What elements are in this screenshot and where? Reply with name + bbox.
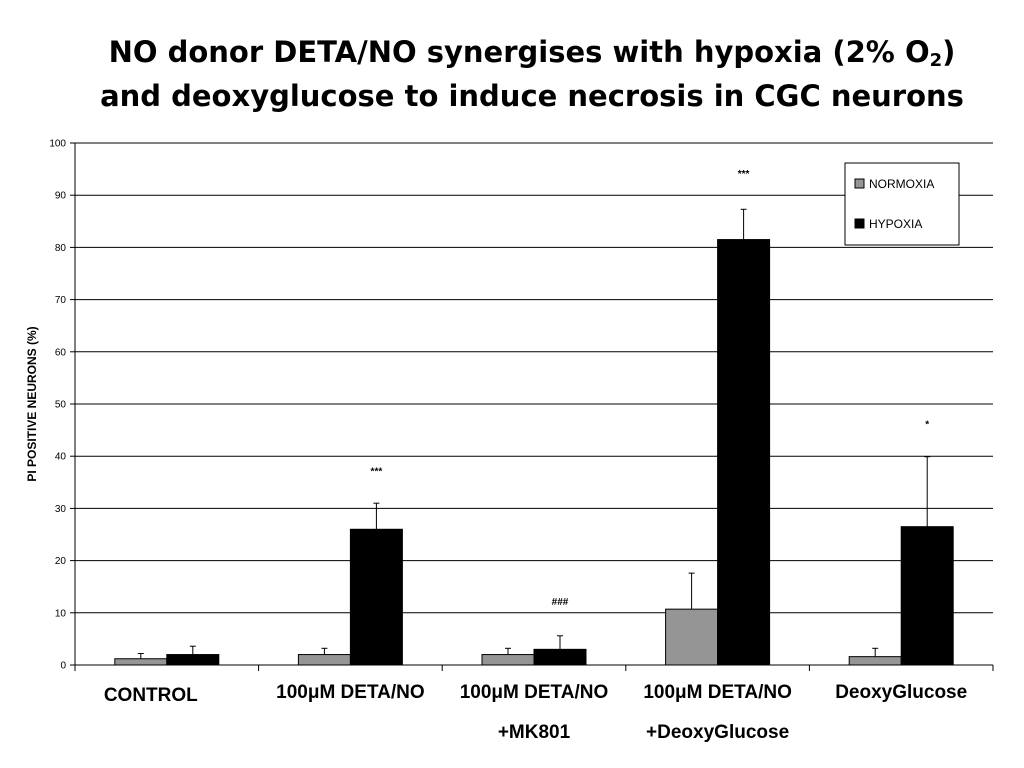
y-tick-label: 0	[60, 661, 66, 672]
bar-hypoxia	[349, 528, 403, 666]
bar-hypoxia	[533, 648, 587, 666]
error-bars	[137, 208, 931, 659]
bar-normoxia	[114, 658, 168, 666]
y-axis: 0 10 20 30 40 50 60 70 80 90 100	[49, 139, 76, 672]
significance-marks: ***###****	[371, 169, 930, 608]
grid-lines	[75, 142, 993, 614]
legend-label-hypoxia: HYPOXIA	[869, 217, 922, 231]
significance-mark: ***	[371, 466, 383, 477]
category-label: DeoxyGlucose	[835, 682, 967, 703]
y-tick-label: 60	[55, 347, 67, 358]
significance-mark: ***	[738, 169, 750, 180]
category-label: CONTROL	[104, 685, 198, 706]
category-label: +DeoxyGlucose	[646, 722, 789, 743]
legend-swatch-hypoxia	[854, 218, 865, 229]
category-label: 100μM DETA/NO	[643, 682, 792, 703]
legend: NORMOXIA HYPOXIA	[844, 162, 960, 246]
chart-title: NO donor DETA/NO synergises with hypoxia…	[60, 30, 1004, 118]
significance-mark: ###	[552, 597, 569, 608]
y-tick-label: 70	[55, 295, 67, 306]
y-tick-label: 20	[55, 556, 67, 567]
bar-hypoxia	[166, 654, 220, 666]
y-tick-label: 40	[55, 452, 67, 463]
x-axis	[74, 664, 994, 671]
legend-label-normoxia: NORMOXIA	[869, 177, 934, 191]
bar-normoxia	[481, 654, 535, 666]
y-tick-label: 80	[55, 243, 67, 254]
category-label: 100μM DETA/NO	[460, 682, 609, 703]
y-tick-label: 50	[55, 400, 67, 411]
chart-title-subscript: 2	[929, 50, 943, 71]
bar-normoxia	[297, 654, 351, 666]
bar-normoxia	[665, 608, 719, 666]
category-label: 100μM DETA/NO	[276, 682, 425, 703]
chart-title-line-2: and deoxyglucose to induce necrosis in C…	[100, 79, 964, 113]
y-tick-label: 100	[49, 139, 66, 150]
y-tick-label: 90	[55, 191, 67, 202]
bar-normoxia	[848, 656, 902, 666]
chart-title-close-paren: )	[942, 35, 956, 69]
category-labels: CONTROL 100μM DETA/NO 100μM DETA/NO +MK801 1…	[104, 682, 967, 743]
significance-mark: *	[925, 419, 929, 430]
y-axis-label: PI POSITIVE NEURONS (%)	[25, 326, 39, 481]
bar-hypoxia	[717, 239, 771, 666]
chart-title-line-1: NO donor DETA/NO synergises with hypoxia…	[60, 30, 1004, 74]
y-tick-label: 30	[55, 504, 67, 515]
legend-swatch-normoxia	[854, 178, 865, 189]
bar-hypoxia	[900, 526, 954, 666]
bars	[114, 239, 954, 666]
chart-title-text: NO donor DETA/NO synergises with hypoxia…	[108, 35, 930, 69]
legend-box	[844, 162, 960, 246]
category-label: +MK801	[498, 722, 571, 743]
y-tick-label: 10	[55, 608, 67, 619]
